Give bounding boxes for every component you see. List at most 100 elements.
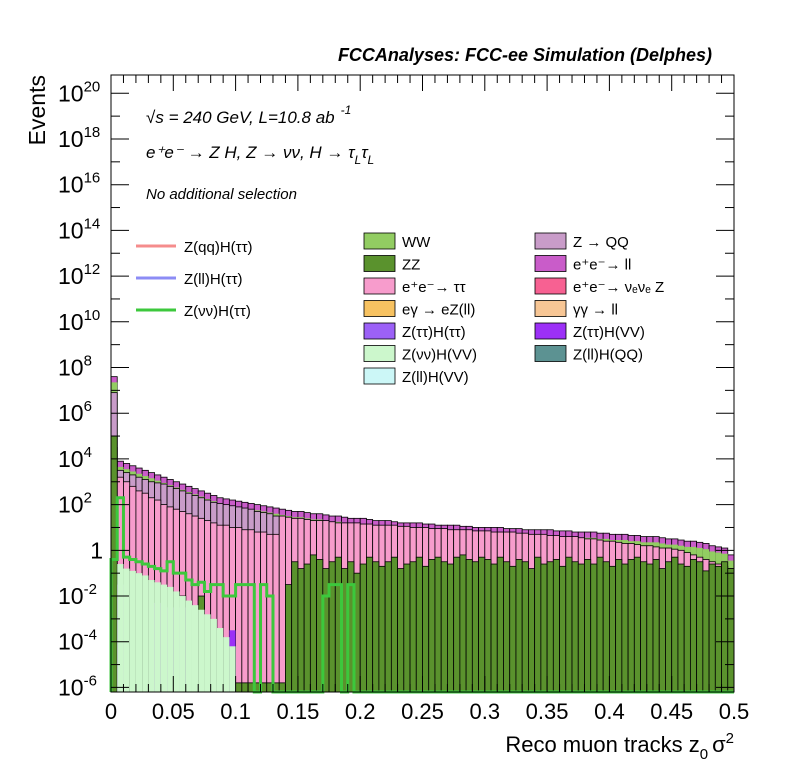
signal-legend-label: Z(νν)H(ττ) <box>184 303 251 320</box>
znunu-hvv-series <box>117 564 236 692</box>
x-tick-label: 0 <box>105 699 117 724</box>
x-axis-label: Reco muon tracks z0 σ2 <box>505 730 734 763</box>
y-tick-label: 1018 <box>58 124 100 152</box>
zz-bin <box>309 554 317 693</box>
background-legend: WW Z → QQ ZZ e⁺e⁻→ ll e⁺e⁻→ ττ e⁺e⁻→ νₑνₑ Z eγ… <box>363 232 664 386</box>
y-tick-label: 10-6 <box>58 672 97 700</box>
background-legend-swatch <box>363 232 396 250</box>
zz-bin <box>415 556 423 693</box>
x-tick-label: 0.05 <box>152 699 195 724</box>
zz-bin <box>683 565 691 693</box>
y-tick-label: 10-2 <box>58 581 97 609</box>
background-legend-label: Z(ττ)H(VV) <box>573 324 645 341</box>
background-legend-label: eγ → eZ(ll) <box>402 302 475 319</box>
zz-bin <box>590 563 598 693</box>
y-tick-labels: 10-6 10-4 10-2 1 102 104 106 108 1010 1012 1014 101… <box>58 78 103 700</box>
background-legend-swatch <box>363 345 396 362</box>
zz-bin <box>328 561 336 693</box>
y-tick-label: 1014 <box>58 215 100 243</box>
znunu-hvv-bin <box>148 580 155 692</box>
background-legend-label: e⁺e⁻→ ll <box>573 257 631 274</box>
zz-bin <box>534 556 542 693</box>
x-tick-label: 0.3 <box>470 699 501 724</box>
background-legend-label: WW <box>402 234 431 251</box>
zz-bin <box>640 561 648 693</box>
zz-bin <box>559 565 567 693</box>
annotation-selection: No additional selection <box>146 186 297 203</box>
background-legend-swatch <box>534 277 567 295</box>
background-legend-swatch <box>363 300 396 317</box>
znunu-hvv-bin <box>185 600 192 692</box>
zz-bin <box>459 554 467 693</box>
zz-bin <box>615 559 623 693</box>
background-legend-label: ZZ <box>402 257 420 274</box>
zz-bin <box>509 565 517 693</box>
znunu-hvv-bin <box>210 618 217 692</box>
x-tick-label: 0.45 <box>650 699 693 724</box>
y-tick-label: 106 <box>58 398 92 426</box>
x-tick-label: 0.25 <box>401 699 444 724</box>
znunu-hvv-bin <box>223 637 230 692</box>
zz-bin <box>515 559 523 693</box>
axis-ticks <box>110 75 735 692</box>
zz-bin <box>503 561 511 693</box>
x-tick-label: 0.1 <box>220 699 251 724</box>
znunu-hvv-bin <box>173 591 180 692</box>
zz-bin <box>658 568 666 693</box>
zz-bin <box>652 559 660 693</box>
zz-bin <box>235 682 243 693</box>
zz-bin <box>528 568 536 693</box>
zz-bin <box>378 565 386 693</box>
zz-bin <box>471 561 479 693</box>
background-legend-swatch <box>534 322 567 340</box>
y-tick-label: 102 <box>58 490 92 518</box>
zz-bin <box>565 556 573 693</box>
signal-legend: Z(qq)H(ττ) Z(ll)H(ττ) Z(νν)H(ττ) <box>136 239 253 320</box>
y-axis-label: Events <box>24 75 50 145</box>
background-legend-swatch <box>534 345 567 362</box>
zz-bin <box>291 561 299 693</box>
background-legend-label: Z(ll)H(VV) <box>402 369 469 386</box>
zz-bin <box>297 568 305 693</box>
znunu-hvv-bin <box>142 575 149 692</box>
zz-bin <box>434 556 442 693</box>
zz-bin <box>422 565 430 693</box>
zz-bin <box>428 559 436 693</box>
y-tick-label: 1010 <box>58 307 100 335</box>
background-legend-label: Z(ττ)H(ττ) <box>402 324 466 341</box>
background-legend-label: e⁺e⁻→ ττ <box>402 279 466 296</box>
signal-legend-label: Z(qq)H(ττ) <box>184 239 253 256</box>
x-tick-labels: 0 0.05 0.1 0.15 0.2 0.25 0.3 0.35 0.4 0.45 0.5 <box>105 699 749 724</box>
znunu-hvv-bin <box>229 646 236 692</box>
zz-bin <box>708 563 716 693</box>
x-tick-label: 0.2 <box>345 699 376 724</box>
zz-bin <box>696 561 704 693</box>
zz-bin <box>440 561 448 693</box>
y-tick-label: 108 <box>58 353 92 381</box>
znunu-hvv-bin <box>191 605 199 692</box>
background-legend-label: e⁺e⁻→ νₑνₑ Z <box>573 279 664 296</box>
zz-bin <box>633 556 641 693</box>
stacked-histogram-fills <box>110 376 735 693</box>
zz-bin <box>602 561 610 693</box>
annotation-energy-lumi: √s = 240 GeV, L=10.8 ab -1 <box>146 103 351 127</box>
zz-bin <box>453 556 461 693</box>
y-tick-label: 10-4 <box>58 627 97 655</box>
zz-bin <box>552 559 560 693</box>
zz-bin <box>702 570 710 693</box>
zz-bin <box>478 556 486 693</box>
zz-bin <box>390 556 398 693</box>
znunu-hvv-bin <box>160 584 168 692</box>
x-tick-label: 0.35 <box>526 699 569 724</box>
y-tick-label: 1020 <box>58 78 100 106</box>
zz-bin <box>584 559 592 693</box>
background-legend-swatch <box>534 232 567 250</box>
zz-bin <box>546 561 554 693</box>
znunu-hvv-bin <box>216 628 224 692</box>
x-tick-label: 0.5 <box>719 699 750 724</box>
background-legend-swatch <box>534 255 567 272</box>
znunu-hvv-bin <box>167 586 174 692</box>
y-tick-label: 1012 <box>58 261 100 289</box>
zz-bin <box>665 561 673 693</box>
zz-bin <box>571 561 579 693</box>
